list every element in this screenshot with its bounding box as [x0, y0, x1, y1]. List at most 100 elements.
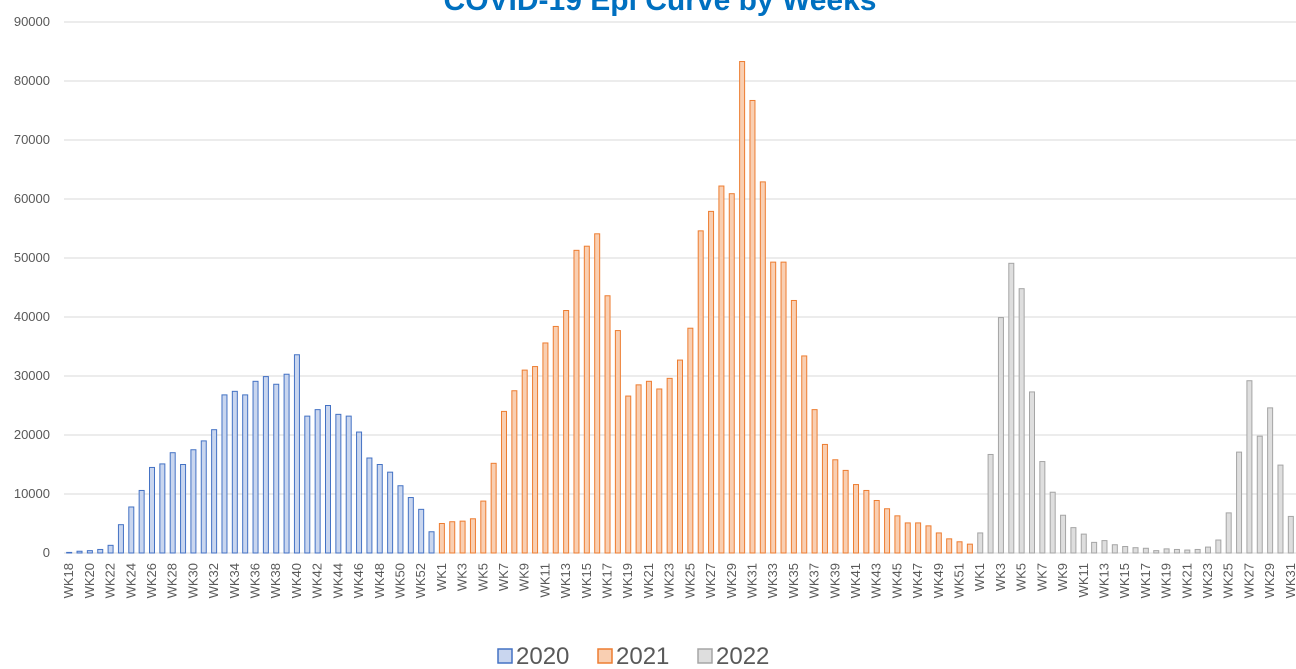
- x-tick-label: WK37: [807, 563, 822, 598]
- x-tick-label: WK34: [227, 563, 242, 598]
- x-tick-label: WK19: [620, 563, 635, 598]
- x-tick-label: WK15: [1117, 563, 1132, 598]
- x-tick-label: WK35: [786, 563, 801, 598]
- x-tick-label: WK13: [558, 563, 573, 598]
- x-tick-label: WK52: [413, 563, 428, 598]
- bar: [1205, 546, 1211, 554]
- bar: [252, 380, 259, 554]
- bar: [511, 390, 518, 554]
- bar: [645, 380, 652, 554]
- bar: [418, 508, 425, 554]
- x-tick-label: WK1: [434, 563, 449, 591]
- legend-label: 2020: [516, 643, 569, 669]
- bar: [759, 181, 766, 554]
- bar: [863, 489, 870, 554]
- bar: [273, 383, 280, 554]
- x-tick-label: WK11: [537, 563, 552, 597]
- bar: [1101, 540, 1108, 554]
- bar: [159, 463, 166, 554]
- bar: [635, 384, 642, 554]
- bar: [780, 261, 787, 554]
- bar: [821, 443, 828, 554]
- bar: [149, 466, 155, 554]
- bar: [718, 185, 725, 554]
- x-tick-label: WK47: [910, 563, 925, 598]
- bar: [1163, 548, 1170, 554]
- x-tick-label: WK17: [1138, 563, 1153, 598]
- x-tick-label: WK28: [165, 563, 180, 598]
- bar: [128, 506, 135, 554]
- x-tick-label: WK19: [1159, 563, 1174, 598]
- bar: [1173, 548, 1180, 554]
- bar: [697, 230, 704, 554]
- bar: [180, 464, 187, 554]
- y-tick-label: 0: [43, 545, 50, 560]
- bar: [739, 61, 746, 554]
- bar: [1018, 288, 1025, 554]
- x-tick-label: WK15: [579, 563, 594, 598]
- bar: [832, 459, 839, 554]
- bar: [1070, 527, 1077, 554]
- bar: [1111, 544, 1118, 554]
- bar: [1142, 547, 1149, 554]
- bar: [894, 515, 901, 554]
- x-tick-label: WK27: [1241, 563, 1256, 598]
- x-tick-label: WK40: [289, 563, 304, 598]
- bar: [1215, 539, 1222, 554]
- bar: [242, 394, 249, 554]
- bar: [656, 388, 663, 554]
- legend-label: 2021: [616, 643, 669, 669]
- bar: [853, 484, 859, 554]
- bar: [1267, 407, 1274, 554]
- chart-title: COVID-19 Epi Curve by Weeks: [444, 0, 877, 17]
- bar: [76, 550, 83, 554]
- bar: [107, 544, 114, 554]
- bar: [397, 485, 404, 554]
- y-tick-label: 50000: [14, 250, 50, 265]
- bar: [200, 440, 207, 554]
- x-tick-label: WK45: [889, 563, 904, 598]
- bar: [1184, 549, 1191, 554]
- bar: [687, 327, 694, 554]
- bar: [366, 457, 373, 554]
- bar: [1225, 512, 1232, 554]
- bar: [811, 409, 818, 554]
- y-tick-label: 90000: [14, 14, 50, 29]
- bar: [356, 431, 363, 554]
- x-tick-label: WK5: [475, 563, 490, 591]
- bar: [708, 210, 715, 554]
- bar: [262, 376, 269, 554]
- legend-swatch: [597, 648, 613, 664]
- bar: [169, 452, 176, 554]
- bar: [1080, 533, 1087, 554]
- bar: [335, 413, 342, 554]
- bar: [842, 469, 849, 554]
- bar: [666, 377, 673, 554]
- y-tick-label: 40000: [14, 309, 50, 324]
- bar: [438, 523, 445, 554]
- y-tick-label: 30000: [14, 368, 50, 383]
- bar: [521, 369, 528, 554]
- bar: [138, 489, 145, 554]
- x-tick-label: WK33: [765, 563, 780, 598]
- y-tick-label: 20000: [14, 427, 50, 442]
- bar: [552, 325, 559, 554]
- x-tick-label: WK36: [248, 563, 263, 598]
- bar: [1060, 514, 1067, 554]
- bar: [625, 395, 632, 554]
- x-tick-label: WK29: [1262, 563, 1277, 598]
- bar: [117, 524, 124, 554]
- bar: [490, 462, 497, 554]
- x-tick-label: WK42: [310, 563, 325, 598]
- x-tick-label: WK7: [496, 563, 511, 591]
- bar: [1236, 451, 1243, 554]
- bar: [97, 548, 104, 554]
- bar: [1039, 461, 1046, 554]
- bar: [677, 359, 683, 554]
- bar: [387, 471, 394, 554]
- x-tick-label: WK21: [641, 563, 656, 598]
- bar: [542, 342, 549, 554]
- x-tick-label: WK51: [952, 563, 967, 598]
- x-tick-label: WK1: [972, 563, 987, 591]
